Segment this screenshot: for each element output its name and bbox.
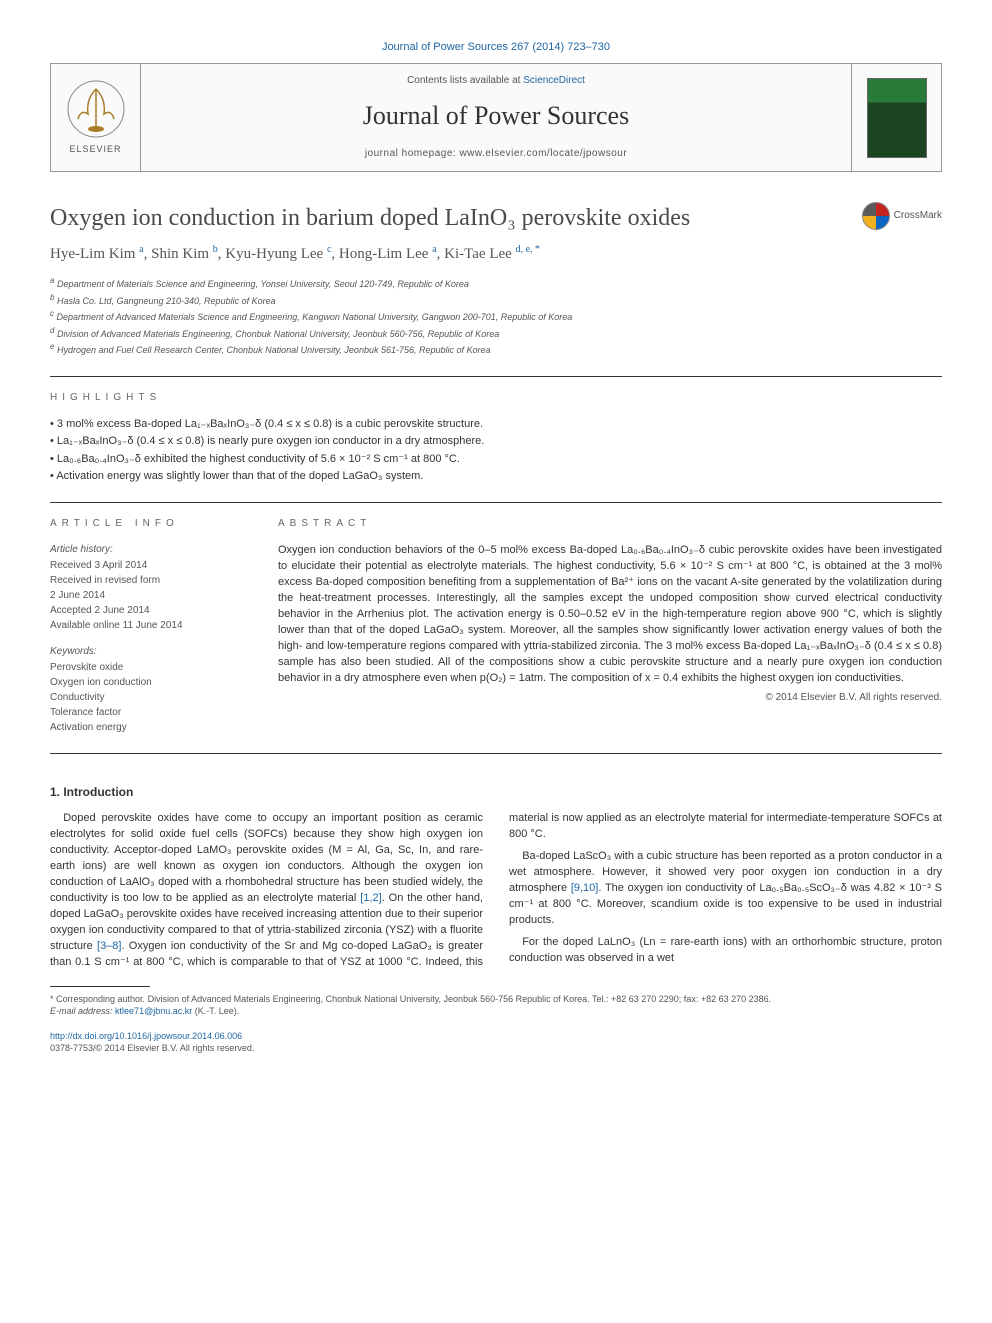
keyword-item: Oxygen ion conduction — [50, 675, 250, 690]
keywords-label: Keywords: — [50, 645, 250, 659]
intro-heading: 1. Introduction — [50, 784, 942, 801]
journal-homepage: journal homepage: www.elsevier.com/locat… — [365, 147, 627, 161]
history-line: Received in revised form — [50, 573, 250, 588]
journal-title: Journal of Power Sources — [363, 98, 629, 134]
article-info-heading: ARTICLE INFO — [50, 517, 250, 531]
highlight-item: La₀.₆Ba₀.₄InO₃₋δ exhibited the highest c… — [50, 452, 942, 467]
affiliations: a Department of Materials Science and En… — [50, 275, 942, 358]
author-list: Hye-Lim Kim a, Shin Kim b, Kyu-Hyung Lee… — [50, 243, 942, 265]
keyword-item: Tolerance factor — [50, 705, 250, 720]
divider — [50, 753, 942, 754]
issn-copyright: 0378-7753/© 2014 Elsevier B.V. All right… — [50, 1043, 254, 1053]
keyword-item: Perovskite oxide — [50, 660, 250, 675]
affiliation-line: a Department of Materials Science and En… — [50, 275, 942, 292]
highlight-item: Activation energy was slightly lower tha… — [50, 469, 942, 484]
affiliation-line: d Division of Advanced Materials Enginee… — [50, 325, 942, 342]
journal-cover-thumb — [851, 64, 941, 170]
email-label: E-mail address: — [50, 1006, 113, 1016]
highlight-item: 3 mol% excess Ba-doped La₁₋ₓBaₓInO₃₋δ (0… — [50, 417, 942, 432]
article-history: Received 3 April 2014Received in revised… — [50, 558, 250, 633]
crossmark-label: CrossMark — [894, 209, 942, 223]
crossmark-icon — [862, 202, 890, 230]
affiliation-line: e Hydrogen and Fuel Cell Research Center… — [50, 341, 942, 358]
elsevier-tree-icon — [66, 79, 126, 139]
keyword-item: Activation energy — [50, 720, 250, 735]
sciencedirect-link[interactable]: ScienceDirect — [523, 75, 585, 86]
doi-link[interactable]: http://dx.doi.org/10.1016/j.jpowsour.201… — [50, 1031, 242, 1041]
abstract-heading: ABSTRACT — [278, 517, 942, 531]
doi-block: http://dx.doi.org/10.1016/j.jpowsour.201… — [50, 1030, 942, 1055]
elsevier-logo: ELSEVIER — [51, 64, 141, 170]
contents-line: Contents lists available at ScienceDirec… — [407, 74, 585, 88]
journal-reference: Journal of Power Sources 267 (2014) 723–… — [50, 40, 942, 55]
intro-paragraph: For the doped LaLnO₃ (Ln = rare-earth io… — [509, 935, 942, 967]
keyword-item: Conductivity — [50, 690, 250, 705]
cover-image — [867, 78, 927, 158]
highlights-list: 3 mol% excess Ba-doped La₁₋ₓBaₓInO₃₋δ (0… — [50, 417, 942, 485]
intro-paragraph: Ba-doped LaScO₃ with a cubic structure h… — [509, 849, 942, 929]
abstract-text: Oxygen ion conduction behaviors of the 0… — [278, 543, 942, 686]
history-line: Received 3 April 2014 — [50, 558, 250, 573]
affiliation-line: c Department of Advanced Materials Scien… — [50, 308, 942, 325]
corresponding-text: * Corresponding author. Division of Adva… — [50, 993, 942, 1006]
journal-header-banner: ELSEVIER Contents lists available at Sci… — [50, 63, 942, 171]
article-title: Oxygen ion conduction in barium doped La… — [50, 202, 862, 236]
keywords-list: Perovskite oxideOxygen ion conductionCon… — [50, 660, 250, 735]
divider — [50, 376, 942, 377]
email-suffix: (K.-T. Lee). — [195, 1006, 240, 1016]
crossmark-badge[interactable]: CrossMark — [862, 202, 942, 230]
highlights-heading: HIGHLIGHTS — [50, 391, 942, 405]
citation-link[interactable]: [9,10] — [571, 882, 599, 894]
contents-prefix: Contents lists available at — [407, 75, 523, 86]
article-history-label: Article history: — [50, 543, 250, 557]
divider — [50, 502, 942, 503]
corresponding-author-footnote: * Corresponding author. Division of Adva… — [50, 993, 942, 1018]
corresponding-email-link[interactable]: ktlee71@jbnu.ac.kr — [115, 1006, 192, 1016]
intro-body: Doped perovskite oxides have come to occ… — [50, 811, 942, 971]
citation-link[interactable]: [1,2] — [360, 892, 381, 904]
citation-link[interactable]: [3–8] — [97, 940, 121, 952]
history-line: 2 June 2014 — [50, 588, 250, 603]
elsevier-label: ELSEVIER — [69, 143, 121, 156]
header-center: Contents lists available at ScienceDirec… — [141, 64, 851, 170]
history-line: Available online 11 June 2014 — [50, 618, 250, 633]
abstract-copyright: © 2014 Elsevier B.V. All rights reserved… — [278, 691, 942, 705]
highlight-item: La₁₋ₓBaₓInO₃₋δ (0.4 ≤ x ≤ 0.8) is nearly… — [50, 434, 942, 449]
affiliation-line: b Hasla Co. Ltd, Gangneung 210-340, Repu… — [50, 292, 942, 309]
footnote-rule — [50, 986, 150, 987]
history-line: Accepted 2 June 2014 — [50, 603, 250, 618]
